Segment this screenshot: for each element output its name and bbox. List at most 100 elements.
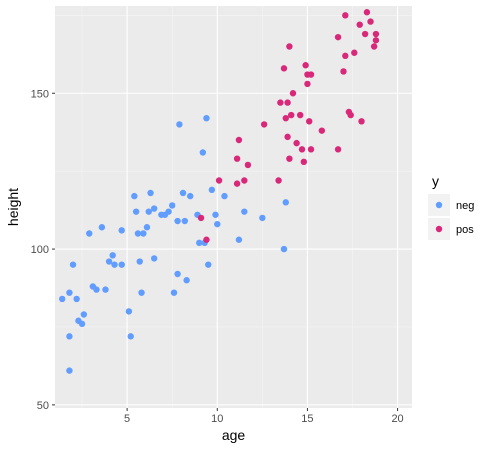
x-tick-label: 10 <box>211 413 223 425</box>
data-point-neg <box>136 258 143 265</box>
data-point-neg <box>199 149 207 156</box>
data-point-pos <box>342 12 349 19</box>
data-point-neg <box>66 367 73 374</box>
data-point-neg <box>212 211 219 218</box>
data-point-neg <box>241 208 248 215</box>
data-point-neg <box>221 192 228 200</box>
data-point-neg <box>93 286 100 293</box>
data-point-neg <box>187 192 194 200</box>
data-point-pos <box>260 121 268 128</box>
data-point-pos <box>275 177 282 184</box>
y-tick-label: 50 <box>37 400 49 412</box>
data-point-pos <box>347 111 354 119</box>
data-point-neg <box>86 230 93 237</box>
data-point-neg <box>280 245 288 253</box>
data-point-pos <box>241 177 248 184</box>
data-point-neg <box>66 333 73 340</box>
data-point-pos <box>293 139 300 147</box>
data-point-pos <box>372 30 380 38</box>
data-point-neg <box>235 236 243 243</box>
data-point-neg <box>181 217 189 225</box>
y-axis-title: height <box>5 188 21 226</box>
legend: y neg pos <box>428 173 474 240</box>
data-point-neg <box>78 320 86 328</box>
legend-marker-pos <box>435 225 443 233</box>
data-point-pos <box>289 90 297 97</box>
data-point-neg <box>150 255 158 262</box>
data-point-pos <box>306 118 313 125</box>
data-point-pos <box>233 180 241 187</box>
data-point-pos <box>370 43 378 50</box>
data-point-neg <box>208 186 216 194</box>
data-point-pos <box>300 158 308 166</box>
data-point-pos <box>284 133 291 141</box>
data-point-pos <box>277 99 284 106</box>
data-point-pos <box>361 30 369 38</box>
y-axis: 50 100 150 <box>31 88 55 412</box>
data-point-neg <box>105 258 113 265</box>
legend-label-neg: neg <box>456 200 474 212</box>
major-grid <box>55 6 412 408</box>
data-point-neg <box>127 333 134 340</box>
data-point-neg <box>69 261 77 268</box>
data-point-neg <box>109 252 116 259</box>
data-point-neg <box>168 202 176 209</box>
data-point-neg <box>174 217 181 225</box>
data-point-pos <box>342 52 349 60</box>
x-axis-title: age <box>222 427 246 443</box>
data-point-pos <box>351 49 358 56</box>
legend-title: y <box>432 173 439 189</box>
data-point-pos <box>286 155 293 162</box>
data-point-pos <box>284 99 291 106</box>
data-point-neg <box>138 289 145 296</box>
data-point-pos <box>340 68 347 75</box>
data-point-neg <box>150 205 158 212</box>
data-point-pos <box>287 111 295 119</box>
data-point-neg <box>196 239 203 247</box>
data-point-neg <box>111 261 118 268</box>
data-point-neg <box>203 114 210 122</box>
data-point-neg <box>143 224 151 231</box>
data-point-neg <box>174 270 181 278</box>
data-point-pos <box>363 9 371 16</box>
data-points <box>59 9 380 374</box>
data-point-neg <box>259 214 266 222</box>
data-point-neg <box>132 208 140 215</box>
data-point-pos <box>307 146 315 153</box>
x-tick-label: 5 <box>124 413 130 425</box>
data-point-neg <box>73 295 80 303</box>
data-point-pos <box>203 236 210 243</box>
data-point-pos <box>286 43 293 50</box>
data-point-neg <box>134 230 142 237</box>
data-point-neg <box>145 208 152 215</box>
data-point-pos <box>282 114 289 122</box>
data-point-neg <box>282 199 289 206</box>
data-point-pos <box>372 37 380 44</box>
data-point-pos <box>334 33 342 41</box>
data-point-neg <box>170 289 178 296</box>
data-point-neg <box>214 220 221 228</box>
data-point-pos <box>197 214 205 222</box>
data-point-neg <box>179 189 187 197</box>
data-point-pos <box>244 161 252 169</box>
data-point-pos <box>304 80 311 88</box>
x-axis: 5 10 15 20 <box>124 408 404 425</box>
data-point-pos <box>358 118 365 125</box>
data-point-neg <box>131 192 138 200</box>
data-point-pos <box>356 21 363 28</box>
data-point-pos <box>302 62 309 69</box>
data-point-neg <box>118 227 125 234</box>
data-point-neg <box>147 189 154 197</box>
data-point-neg <box>66 289 73 296</box>
y-tick-label: 150 <box>31 88 49 100</box>
data-point-neg <box>176 121 183 128</box>
data-point-neg <box>80 311 88 318</box>
legend-label-pos: pos <box>456 224 474 236</box>
x-tick-label: 20 <box>391 413 403 425</box>
legend-marker-neg <box>435 201 443 209</box>
data-point-pos <box>215 177 223 184</box>
data-point-neg <box>183 277 190 284</box>
data-point-neg <box>125 308 133 315</box>
data-point-pos <box>280 65 288 72</box>
